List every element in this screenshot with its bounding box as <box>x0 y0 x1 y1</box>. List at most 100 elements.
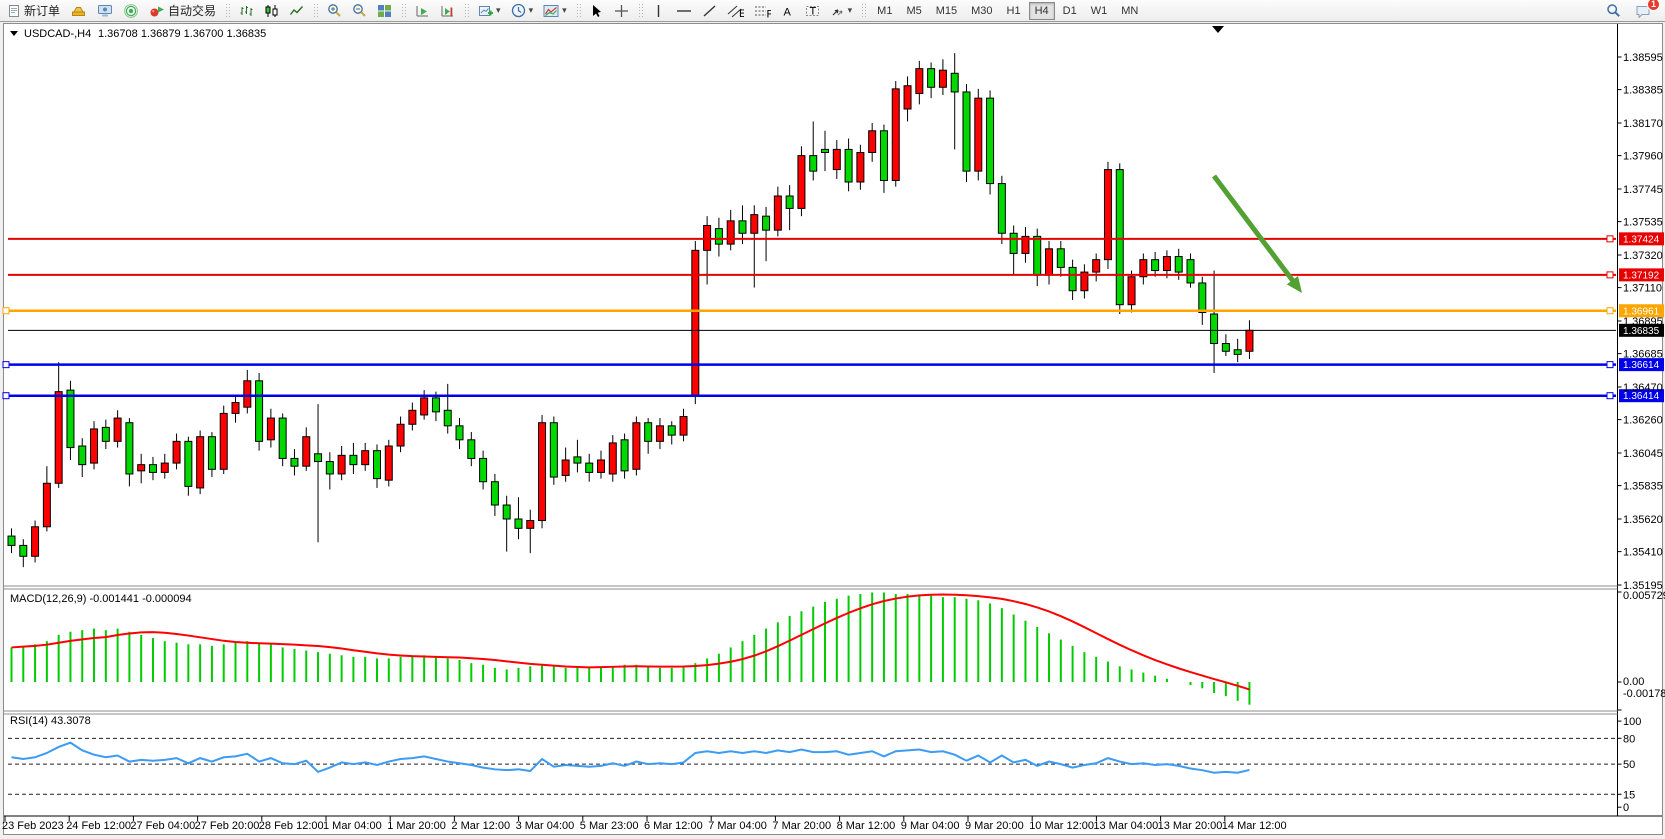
price-tick-label: 1.36895 <box>1623 316 1663 328</box>
tab-timeframe-m5[interactable]: M5 <box>906 4 922 17</box>
time-tick-label: 10 Mar 12:00 <box>1029 820 1094 832</box>
price-tick-label: 1.38595 <box>1623 52 1663 64</box>
price-tick-label: 1.37960 <box>1623 151 1663 163</box>
text-tool[interactable]: A <box>777 1 799 21</box>
search-icon <box>1607 4 1620 17</box>
horizontal-line-1.36414[interactable]: 1.36414 <box>2 389 1664 403</box>
bar-chart-button[interactable] <box>235 1 258 21</box>
crosshair-tool-button[interactable] <box>610 1 633 21</box>
price-tick-label: 1.38385 <box>1623 85 1663 97</box>
horizontal-line-tool[interactable] <box>672 1 696 21</box>
fibonacci-icon: F <box>754 6 771 18</box>
horizontal-line-1.36614[interactable]: 1.36614 <box>2 358 1664 372</box>
candlestick-chart-button[interactable] <box>260 1 283 21</box>
symbol-dropdown-icon <box>10 31 18 36</box>
shapes-dropdown[interactable]: ▾ <box>826 1 857 21</box>
bid-price-label: 1.36835 <box>1623 326 1660 337</box>
toolbar-grip <box>637 2 643 19</box>
svg-text:F: F <box>766 8 771 18</box>
zoom-out-icon <box>353 4 366 17</box>
rsi-axis-label: 80 <box>1623 733 1635 745</box>
new-order-button[interactable]: 新订单 <box>4 1 64 21</box>
time-tick-label: 14 Mar 12:00 <box>1222 820 1287 832</box>
time-tick-label: 2 Mar 12:00 <box>451 820 510 832</box>
price-tick-label: 1.37745 <box>1623 184 1663 196</box>
trendline-icon <box>703 4 716 17</box>
price-tick-label: 1.36470 <box>1623 382 1663 394</box>
search-button[interactable] <box>1602 1 1625 21</box>
zoom-out-button[interactable] <box>348 1 371 21</box>
hline-price-label: 1.37424 <box>1623 234 1660 245</box>
svg-text:T: T <box>809 5 816 17</box>
tab-timeframe-m15[interactable]: M15 <box>935 4 958 17</box>
toolbar: 新订单 自动交易 <box>0 0 1665 22</box>
horizontal-line-1.36961[interactable]: 1.36961 <box>2 304 1664 318</box>
period-dropdown[interactable]: ▾ <box>507 1 538 21</box>
market-watch-button[interactable] <box>66 1 91 21</box>
channel-icon: E <box>727 5 744 18</box>
tab-timeframe-h4[interactable]: H4 <box>1028 1 1055 20</box>
toolbar-grip <box>225 2 231 19</box>
new-chart-dropdown[interactable]: ▾ <box>474 1 505 21</box>
text-icon: A <box>784 6 792 18</box>
time-tick-label: 5 Mar 23:00 <box>580 820 639 832</box>
notifications-button[interactable]: 1 <box>1631 0 1660 21</box>
tab-timeframe-m30[interactable]: M30 <box>971 4 993 17</box>
rsi-axis-label: 0 <box>1623 802 1629 814</box>
price-tick-label: 1.36260 <box>1623 415 1663 427</box>
time-tick-label: 23 Feb 2023 <box>2 820 64 832</box>
vertical-line-tool[interactable] <box>648 1 670 21</box>
chevron-down-icon: ▾ <box>496 5 501 15</box>
chart-shift-marker[interactable] <box>1212 26 1224 33</box>
time-tick-label: 1 Mar 20:00 <box>387 820 446 832</box>
cursor-icon <box>593 4 602 17</box>
time-tick-label: 7 Mar 20:00 <box>772 820 831 832</box>
bid-price-line: 1.36835 <box>8 323 1664 337</box>
time-tick-label: 7 Mar 04:00 <box>708 820 767 832</box>
time-tick-label: 27 Feb 04:00 <box>130 820 195 832</box>
template-dropdown[interactable]: ▾ <box>539 1 571 21</box>
price-tick-label: 1.35410 <box>1623 547 1663 559</box>
new-chart-icon <box>479 5 494 16</box>
horizontal-line-1.37424[interactable]: 1.37424 <box>8 232 1664 246</box>
fibonacci-tool[interactable]: F <box>750 1 775 21</box>
zoom-in-button[interactable] <box>323 1 346 21</box>
time-axis[interactable]: 23 Feb 2023 24 Feb 12:00 27 Feb 04:00 27 Fe… <box>2 816 1287 832</box>
price-axis[interactable]: 1.38595 1.38385 1.38170 1.37960 1.37745 1.375… <box>1617 24 1663 816</box>
tab-timeframe-d1[interactable]: D1 <box>1062 4 1077 17</box>
time-tick-label: 3 Mar 04:00 <box>516 820 575 832</box>
hline-price-label: 1.36414 <box>1623 391 1660 402</box>
time-tick-label: 13 Mar 04:00 <box>1093 820 1158 832</box>
tile-windows-icon <box>378 4 392 17</box>
tile-windows-button[interactable] <box>373 1 396 21</box>
trendline-tool[interactable] <box>698 1 721 21</box>
autotrade-button[interactable]: 自动交易 <box>145 1 220 21</box>
tab-timeframe-m1[interactable]: M1 <box>877 4 893 17</box>
chart-end-button[interactable] <box>436 1 459 21</box>
new-order-icon <box>9 4 19 17</box>
chevron-down-icon: ▾ <box>847 5 853 15</box>
label-tool[interactable]: T <box>801 1 824 21</box>
terminal-button[interactable] <box>93 1 117 21</box>
price-tick-label: 1.36685 <box>1623 349 1663 361</box>
chevron-down-icon: ▾ <box>562 5 567 15</box>
signals-button[interactable] <box>119 1 143 21</box>
terminal-icon <box>98 4 113 16</box>
time-tick-label: 8 Mar 12:00 <box>837 820 896 832</box>
price-tick-label: 1.35620 <box>1623 514 1663 526</box>
cursor-tool-button[interactable] <box>586 1 608 21</box>
price-tick-label: 1.37110 <box>1623 283 1662 295</box>
template-icon <box>543 4 559 17</box>
line-chart-button[interactable] <box>285 1 308 21</box>
tab-timeframe-h1[interactable]: H1 <box>1006 4 1021 17</box>
down-arrow-annotation[interactable] <box>1212 174 1302 293</box>
horizontal-line-1.37192[interactable]: 1.37192 <box>8 268 1664 282</box>
time-tick-label: 1 Mar 04:00 <box>323 820 382 832</box>
channel-tool[interactable]: E <box>723 1 748 21</box>
chart-forward-button[interactable] <box>411 1 434 21</box>
chart-frame <box>3 23 1663 835</box>
tab-timeframe-w1[interactable]: W1 <box>1090 4 1108 17</box>
tab-timeframe-mn[interactable]: MN <box>1121 4 1139 17</box>
